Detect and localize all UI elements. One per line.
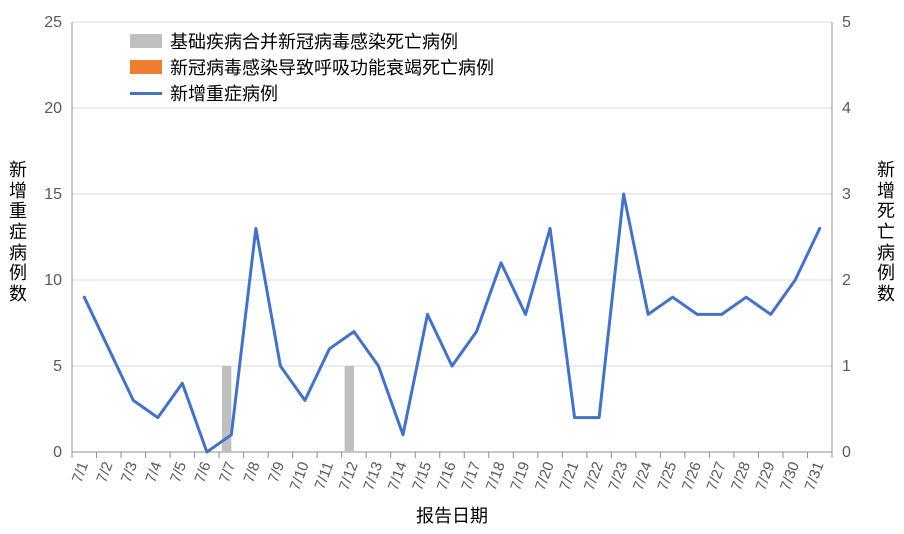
svg-text:7/31: 7/31 [802, 460, 828, 493]
svg-text:7/7: 7/7 [216, 460, 239, 485]
svg-text:0: 0 [53, 444, 62, 461]
svg-text:7/12: 7/12 [336, 460, 362, 493]
svg-text:7/6: 7/6 [191, 460, 214, 485]
svg-text:3: 3 [842, 186, 851, 203]
svg-text:5: 5 [842, 14, 851, 31]
y-left-axis-title: 新增重症病例数 [8, 160, 28, 305]
svg-text:1: 1 [842, 358, 851, 375]
svg-text:7/4: 7/4 [142, 460, 165, 485]
svg-text:25: 25 [44, 14, 62, 31]
svg-text:7/24: 7/24 [630, 460, 656, 493]
legend-swatch-bar-icon [130, 60, 162, 74]
svg-text:7/23: 7/23 [605, 460, 631, 493]
svg-text:7/13: 7/13 [360, 460, 386, 493]
svg-text:7/14: 7/14 [385, 460, 411, 493]
svg-text:15: 15 [44, 186, 62, 203]
svg-text:7/5: 7/5 [167, 460, 190, 485]
legend-swatch-line-icon [130, 92, 162, 95]
svg-text:7/8: 7/8 [241, 460, 264, 485]
svg-text:7/21: 7/21 [556, 460, 582, 493]
svg-text:7/28: 7/28 [728, 460, 754, 493]
y-right-axis-title: 新增死亡病例数 [876, 160, 896, 305]
legend-item-blue-line: 新增重症病例 [130, 80, 494, 106]
svg-text:5: 5 [53, 358, 62, 375]
svg-text:7/17: 7/17 [458, 460, 484, 493]
legend-label: 基础疾病合并新冠病毒感染死亡病例 [170, 28, 458, 54]
svg-text:7/10: 7/10 [287, 460, 313, 493]
svg-text:7/20: 7/20 [532, 460, 558, 493]
legend-swatch-bar-icon [130, 34, 162, 48]
svg-text:7/22: 7/22 [581, 460, 607, 493]
svg-text:7/27: 7/27 [703, 460, 729, 493]
legend-label: 新增重症病例 [170, 80, 278, 106]
legend: 基础疾病合并新冠病毒感染死亡病例 新冠病毒感染导致呼吸功能衰竭死亡病例 新增重症… [130, 28, 494, 106]
svg-text:7/29: 7/29 [753, 460, 779, 493]
svg-text:0: 0 [842, 444, 851, 461]
svg-text:7/2: 7/2 [93, 460, 116, 485]
svg-text:7/15: 7/15 [409, 460, 435, 493]
svg-text:4: 4 [842, 100, 851, 117]
legend-item-orange-bar: 新冠病毒感染导致呼吸功能衰竭死亡病例 [130, 54, 494, 80]
svg-text:7/16: 7/16 [434, 460, 460, 493]
legend-label: 新冠病毒感染导致呼吸功能衰竭死亡病例 [170, 54, 494, 80]
svg-text:7/9: 7/9 [265, 460, 288, 485]
svg-text:7/25: 7/25 [654, 460, 680, 493]
svg-text:7/11: 7/11 [312, 460, 338, 492]
chart-container: 新增重症病例数 新增死亡病例数 报告日期 基础疾病合并新冠病毒感染死亡病例 新冠… [0, 0, 904, 534]
svg-text:7/3: 7/3 [118, 460, 141, 485]
svg-text:7/26: 7/26 [679, 460, 705, 493]
svg-text:2: 2 [842, 272, 851, 289]
x-axis-title: 报告日期 [0, 502, 904, 528]
svg-text:7/1: 7/1 [69, 460, 92, 485]
legend-item-gray-bar: 基础疾病合并新冠病毒感染死亡病例 [130, 28, 494, 54]
svg-text:10: 10 [44, 272, 62, 289]
svg-text:7/30: 7/30 [777, 460, 803, 493]
svg-text:7/19: 7/19 [507, 460, 533, 493]
svg-text:7/18: 7/18 [483, 460, 509, 493]
svg-text:20: 20 [44, 100, 62, 117]
